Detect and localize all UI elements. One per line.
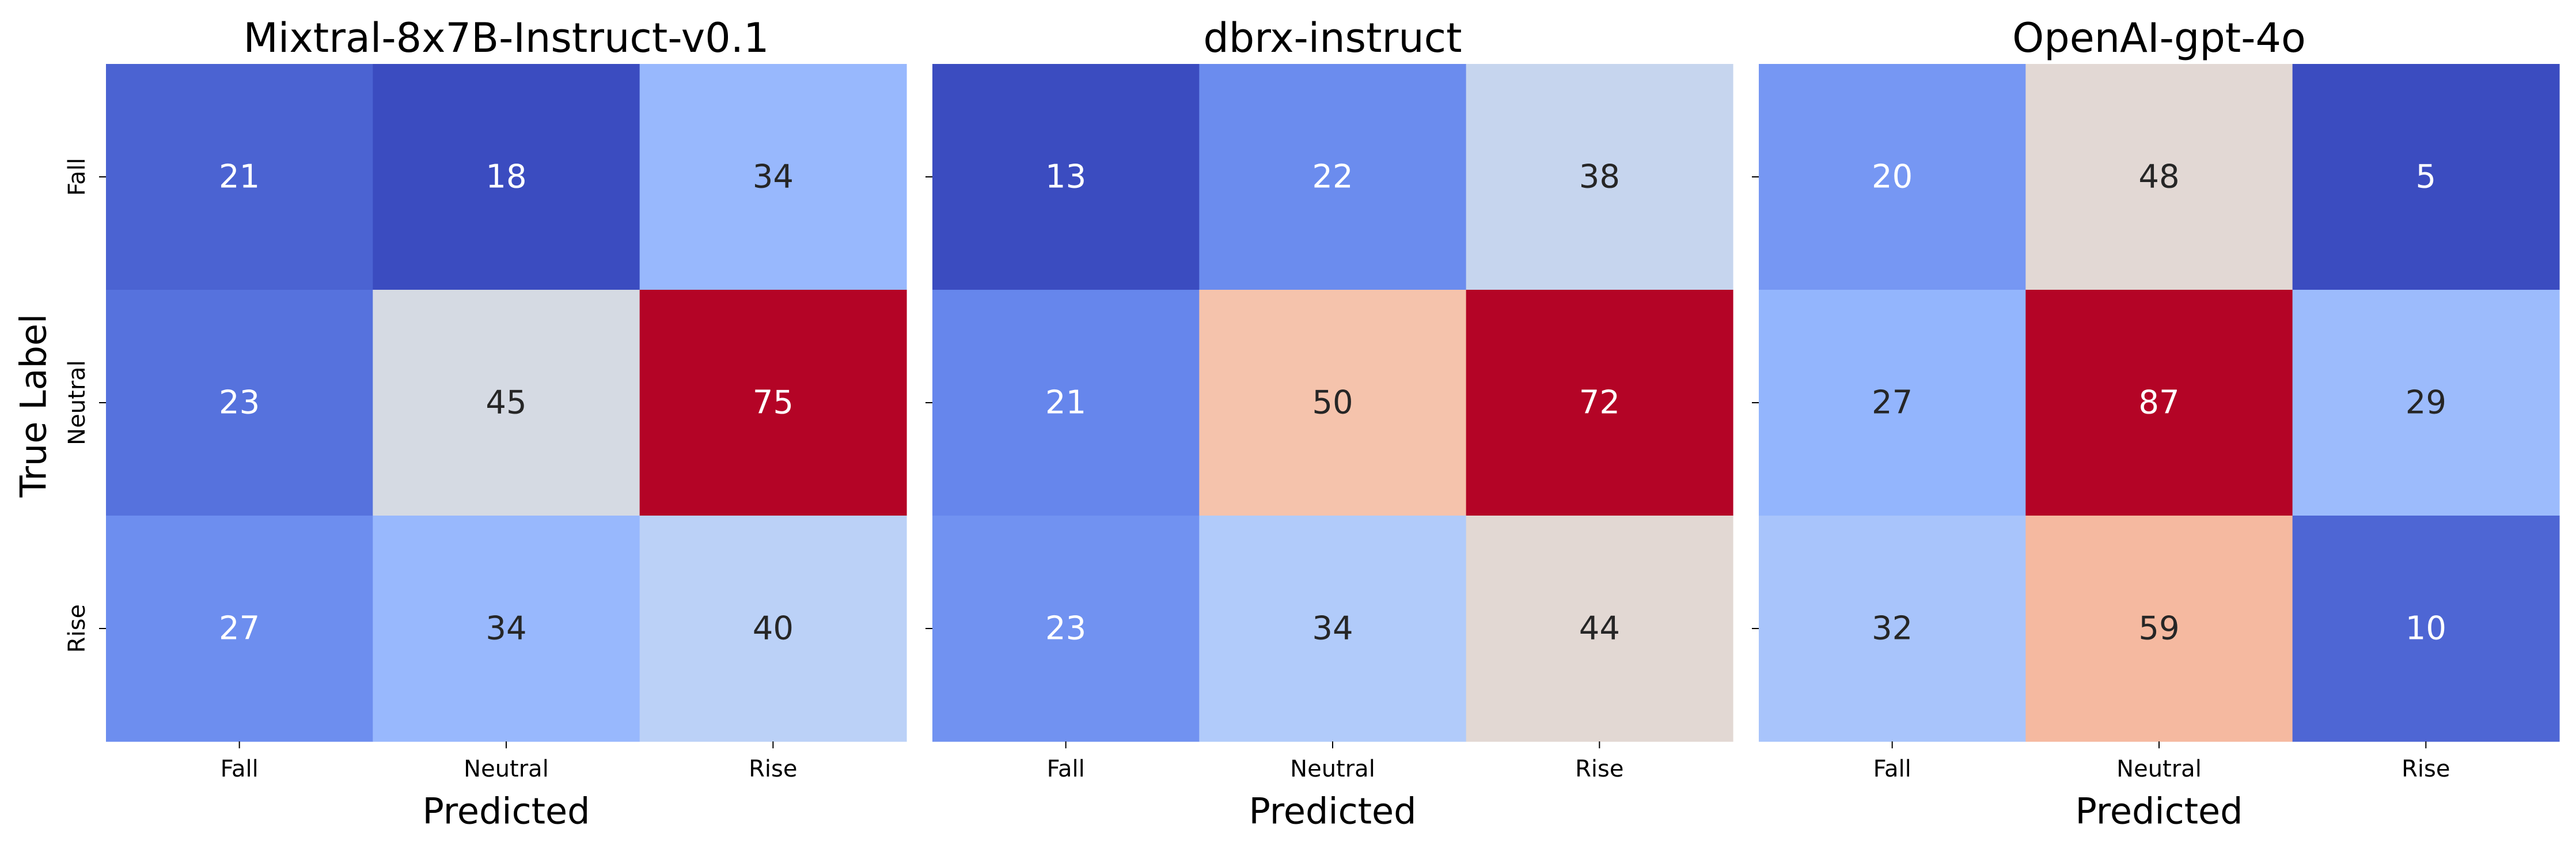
cell-value-label: 23 (1045, 610, 1086, 648)
cell-value-label: 20 (1872, 158, 1913, 196)
x-tick-label: Neutral (2116, 756, 2202, 782)
x-tick-label: Rise (749, 756, 797, 782)
x-axis-label: Predicted (422, 790, 590, 832)
cell-value-label: 21 (1045, 384, 1086, 422)
panel-title: OpenAI-gpt-4o (2012, 14, 2306, 62)
heatmap-panel-2: 13 22 38 21 50 72 23 34 44 dbrx-instruct Fall Neutr… (925, 14, 1733, 832)
cell-value-label: 27 (1872, 384, 1913, 422)
heatmap-cell (1199, 64, 1467, 290)
x-axis-label: Predicted (1249, 790, 1416, 832)
x-tick-label: Fall (1047, 756, 1085, 782)
heatmap-cell (639, 516, 907, 742)
x-axis-label: Predicted (2075, 790, 2243, 832)
cell-value-label: 72 (1579, 384, 1620, 422)
cell-value-label: 13 (1045, 158, 1086, 196)
heatmap-cell (373, 290, 640, 516)
heatmap-cell (1199, 290, 1467, 516)
cell-value-label: 50 (1312, 384, 1353, 422)
true-label-axis-label: True Label (13, 314, 55, 498)
cell-value-label: 23 (219, 384, 260, 422)
heatmap-cell (1759, 516, 2026, 742)
heatmap-cell (373, 516, 640, 742)
cell-value-label: 5 (2416, 158, 2437, 196)
x-tick-label: Neutral (464, 756, 549, 782)
cell-value-label: 38 (1579, 158, 1620, 196)
cell-value-label: 34 (1312, 610, 1353, 648)
cell-value-label: 29 (2406, 384, 2446, 422)
heatmap-cell (2292, 516, 2560, 742)
heatmap-cell (1759, 64, 2026, 290)
heatmap-cell (1466, 290, 1733, 516)
heatmap-cell (932, 290, 1200, 516)
heatmap-cell (106, 516, 373, 742)
heatmap-cell (2025, 516, 2293, 742)
cell-value-label: 34 (753, 158, 794, 196)
cell-value-label: 48 (2138, 158, 2179, 196)
heatmap-cell (2025, 64, 2293, 290)
heatmap-cell (932, 516, 1200, 742)
y-tick-label: Fall (64, 158, 90, 196)
cell-value-label: 40 (753, 610, 794, 648)
heatmap-cell (932, 64, 1200, 290)
heatmap-cell (1466, 64, 1733, 290)
heatmap-cell (373, 64, 640, 290)
cell-value-label: 75 (753, 384, 794, 422)
cell-value-label: 21 (219, 158, 260, 196)
cell-value-label: 34 (485, 610, 526, 648)
cell-value-label: 87 (2138, 384, 2179, 422)
cell-value-label: 32 (1872, 610, 1913, 648)
heatmap-cell (1466, 516, 1733, 742)
heatmap-cell (106, 64, 373, 290)
x-tick-label: Rise (1575, 756, 1623, 782)
heatmap-cell (106, 290, 373, 516)
x-tick-label: Fall (221, 756, 259, 782)
cell-value-label: 18 (485, 158, 526, 196)
heatmap-cell (1199, 516, 1467, 742)
heatmap-cell (639, 64, 907, 290)
cell-value-label: 10 (2406, 610, 2446, 648)
cell-value-label: 44 (1579, 610, 1620, 648)
heatmap-cell (639, 290, 907, 516)
panel-title: dbrx-instruct (1203, 14, 1462, 62)
panel-title: Mixtral-8x7B-Instruct-v0.1 (243, 14, 769, 62)
cell-value-label: 45 (485, 384, 526, 422)
y-tick-label: Neutral (64, 360, 90, 445)
heatmap-panel-1: 21 18 34 23 45 75 27 34 40 Mixtral-8x7B-Instruct-… (64, 14, 907, 832)
cell-value-label: 27 (219, 610, 260, 648)
heatmap-cell (2025, 290, 2293, 516)
heatmap-panel-3: 20 48 5 27 87 29 32 59 10 OpenAI-gpt-4o Fall Neutra… (1752, 14, 2560, 832)
heatmap-cell (2292, 290, 2560, 516)
x-tick-label: Fall (1873, 756, 1911, 782)
x-tick-label: Neutral (1290, 756, 1375, 782)
heatmap-cell (1759, 290, 2026, 516)
heatmap-cell (2292, 64, 2560, 290)
x-tick-label: Rise (2402, 756, 2450, 782)
heatmap-panels: 21 18 34 23 45 75 27 34 40 Mixtral-8x7B-Instruct-… (64, 14, 2560, 832)
cell-value-label: 22 (1312, 158, 1353, 196)
y-tick-label: Rise (64, 604, 90, 653)
cell-value-label: 59 (2138, 610, 2179, 648)
